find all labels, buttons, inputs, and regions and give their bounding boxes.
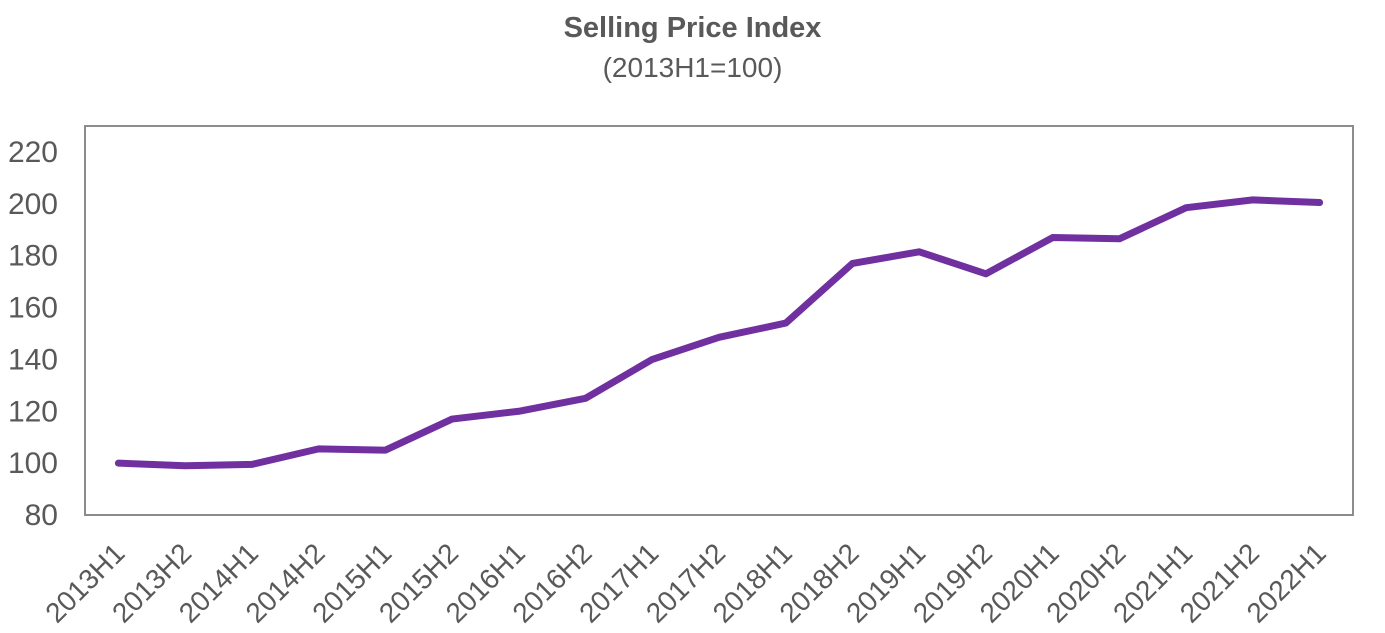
chart-subtitle: (2013H1=100)	[602, 52, 783, 83]
y-axis-tick-label: 80	[25, 499, 58, 532]
y-axis-tick-label: 100	[8, 447, 58, 480]
chart-title: Selling Price Index	[563, 12, 822, 44]
y-axis-tick-label: 140	[8, 343, 58, 376]
y-axis-tick-label: 120	[8, 395, 58, 428]
y-axis-tick-label: 200	[8, 188, 58, 221]
y-axis-tick-label: 160	[8, 292, 58, 325]
plot-border	[84, 125, 1354, 516]
price-index-line	[114, 196, 1324, 470]
y-axis-tick-label: 220	[8, 136, 58, 169]
y-axis-tick-label: 180	[8, 240, 58, 273]
